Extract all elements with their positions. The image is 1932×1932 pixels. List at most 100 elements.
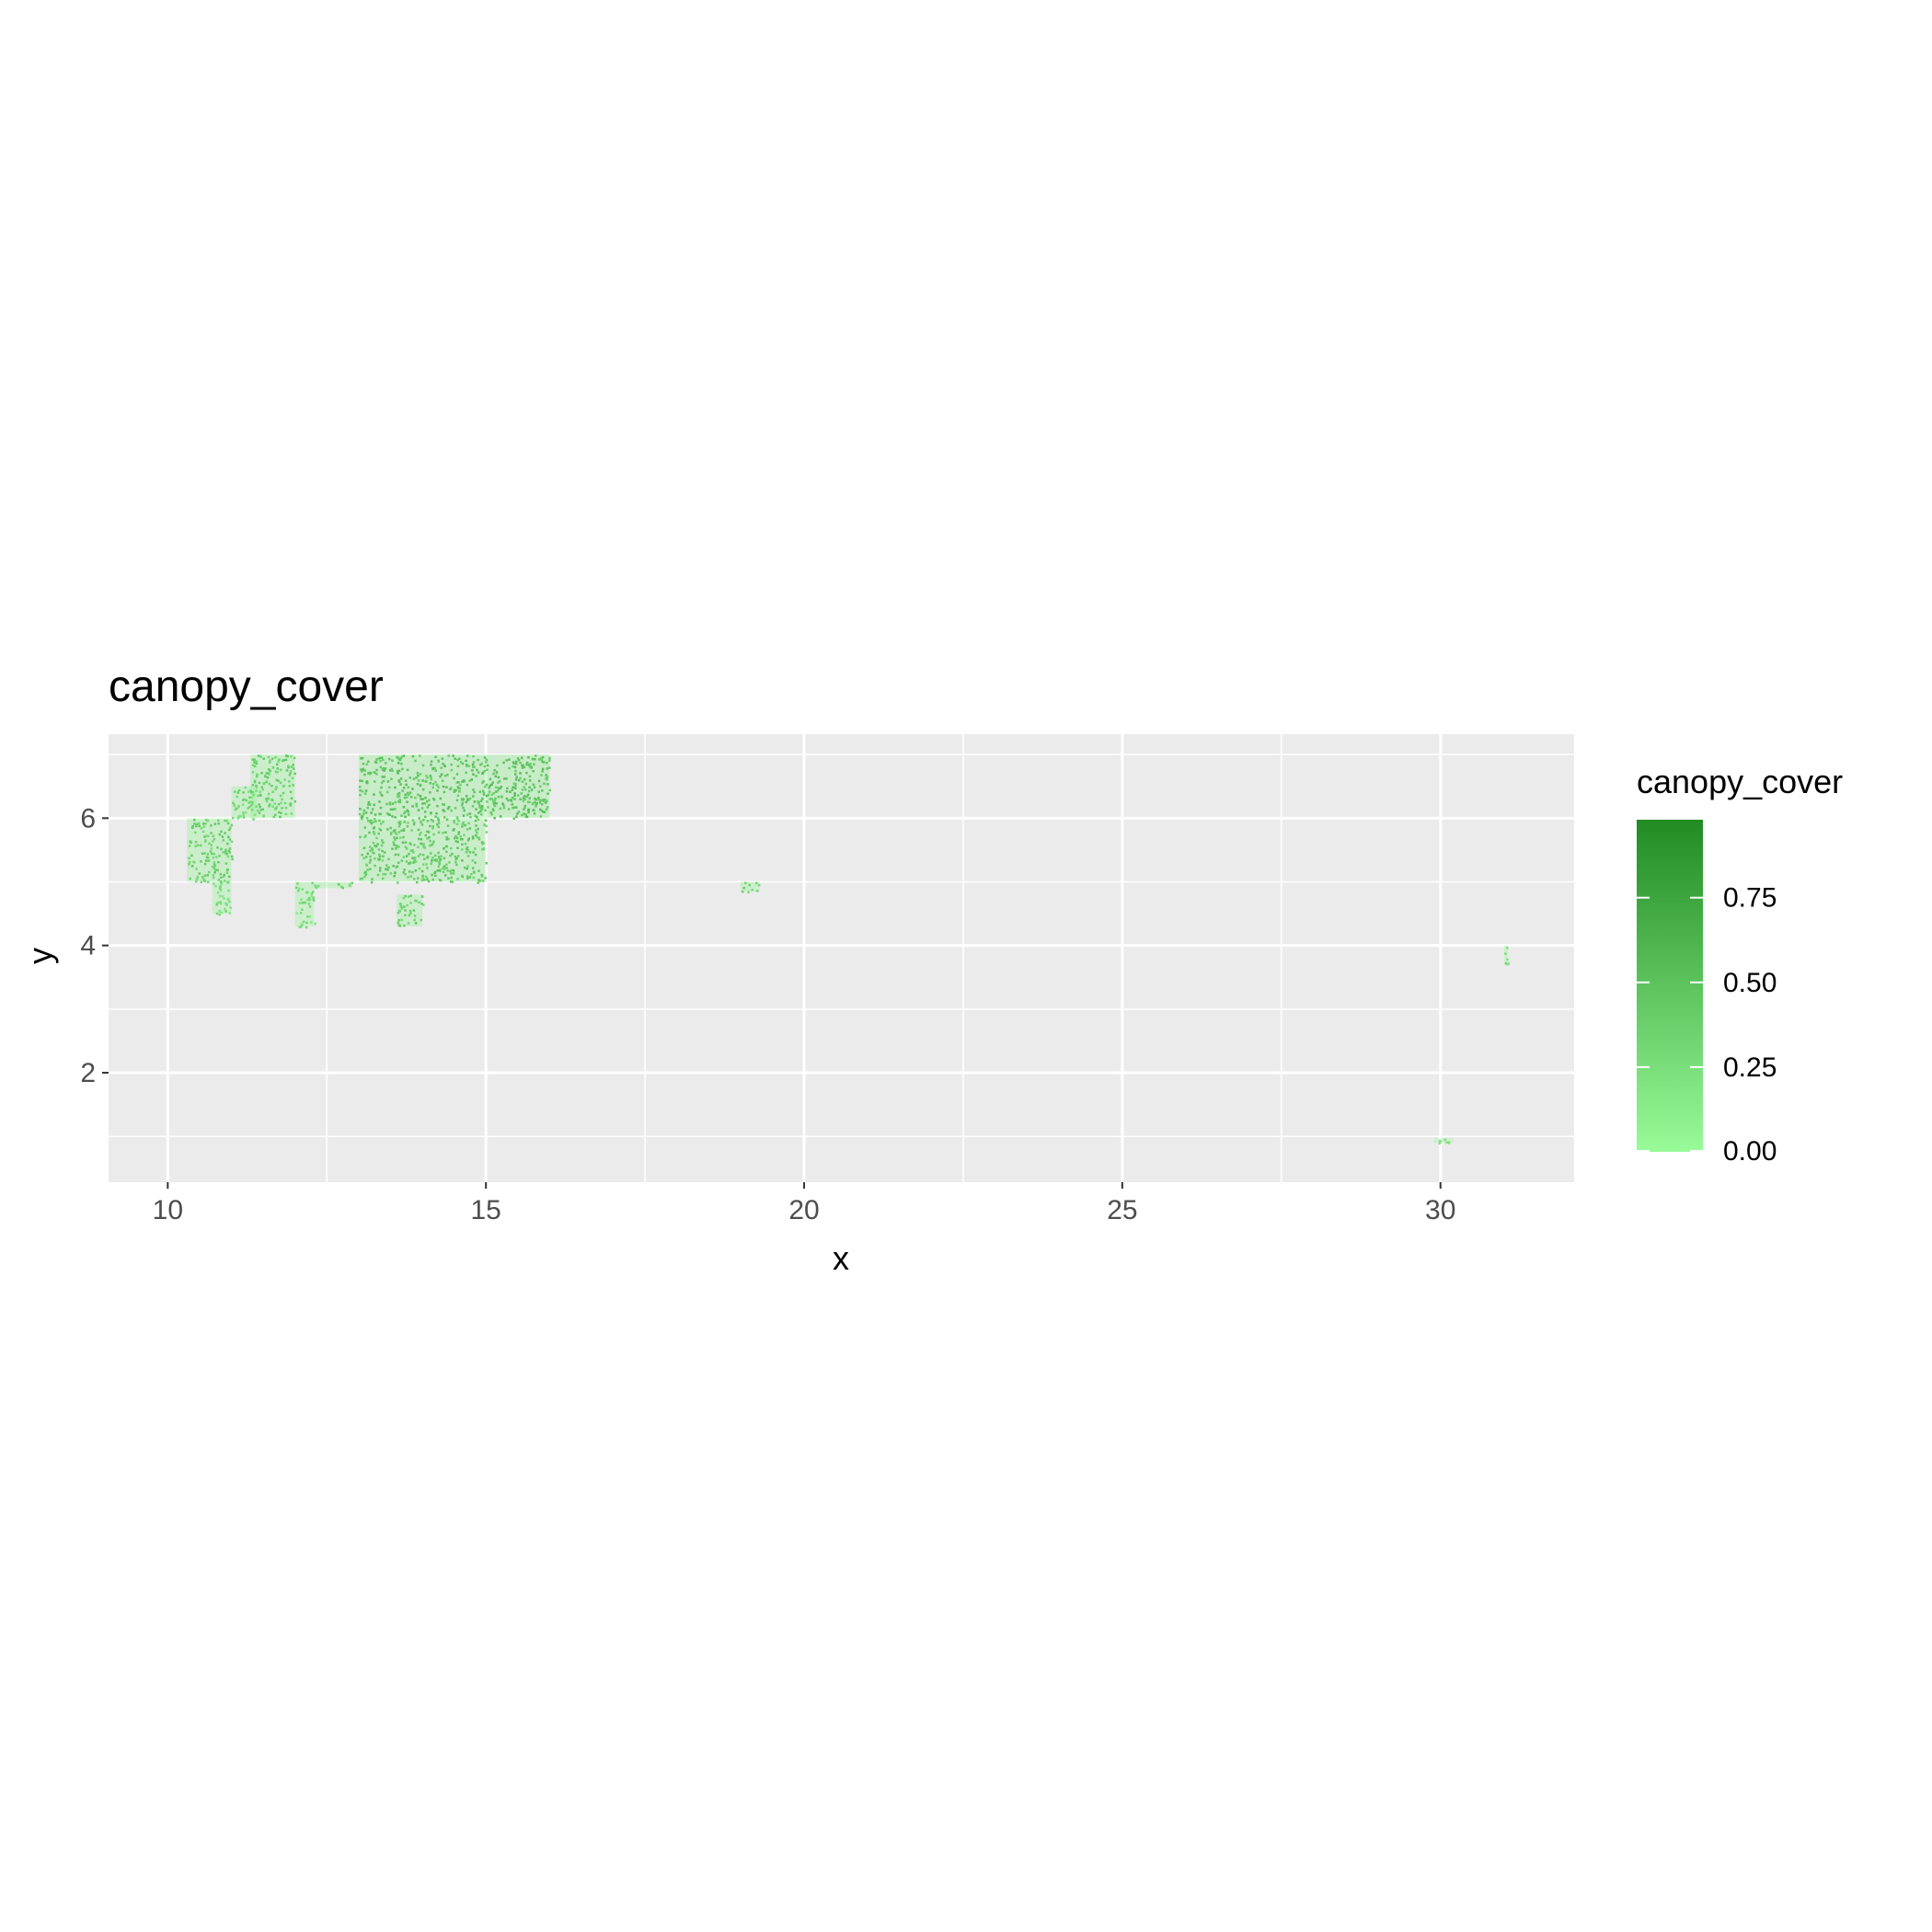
canopy-pixel [302, 920, 305, 924]
canopy-pixel [456, 765, 460, 768]
canopy-pixel [541, 760, 544, 764]
canopy-pixel [473, 765, 476, 768]
canopy-pixel [200, 844, 202, 847]
canopy-pixel [436, 804, 439, 808]
legend-label: 0.00 [1723, 1136, 1777, 1167]
canopy-pixel [475, 829, 477, 832]
canopy-pixel [417, 828, 420, 832]
canopy-pixel [369, 868, 372, 870]
canopy-pixel [418, 834, 421, 836]
canopy-pixel [402, 787, 406, 789]
canopy-pixel [405, 783, 408, 787]
canopy-pixel [512, 806, 516, 809]
canopy-pixel [257, 754, 260, 757]
canopy-pixel [424, 815, 427, 819]
canopy-pixel [215, 902, 219, 904]
x-tick-label: 20 [788, 1195, 819, 1225]
canopy-pixel [400, 763, 403, 765]
canopy-pixel [201, 830, 205, 834]
canopy-pixel [380, 781, 384, 785]
canopy-pixel [482, 792, 486, 795]
canopy-pixel [493, 804, 497, 808]
canopy-pixel [415, 900, 418, 903]
canopy-pixel [407, 922, 410, 925]
canopy-pixel [406, 847, 408, 850]
canopy-pixel [394, 838, 397, 841]
canopy-pixel [214, 868, 217, 871]
canopy-pixel [515, 776, 518, 778]
canopy-pixel [375, 768, 378, 772]
canopy-pixel [402, 828, 406, 831]
canopy-pixel [481, 771, 485, 775]
canopy-pixel [224, 902, 227, 905]
canopy-pixel [476, 831, 478, 834]
canopy-pixel [477, 879, 480, 881]
canopy-pixel [487, 806, 489, 809]
canopy-pixel [512, 761, 515, 764]
canopy-pixel [361, 854, 363, 857]
canopy-pixel [289, 771, 293, 775]
canopy-pixel [411, 819, 415, 822]
canopy-pixel [293, 756, 296, 760]
canopy-pixel [442, 832, 444, 834]
canopy-pixel [253, 761, 257, 765]
canopy-pixel [405, 796, 408, 799]
canopy-pixel [451, 880, 454, 883]
canopy-pixel [376, 843, 379, 845]
canopy-pixel [542, 761, 546, 764]
canopy-pixel [397, 762, 400, 765]
canopy-pixel [435, 812, 438, 815]
canopy-pixel [265, 780, 268, 784]
canopy-pixel [403, 868, 406, 871]
canopy-pixel [546, 767, 549, 770]
canopy-pixel [454, 834, 457, 838]
canopy-pixel [421, 877, 424, 880]
canopy-pixel [459, 761, 463, 764]
canopy-pixel [251, 800, 254, 804]
canopy-pixel [363, 792, 367, 795]
canopy-pixel [387, 857, 390, 861]
canopy-pixel [545, 774, 547, 776]
canopy-pixel [478, 790, 482, 793]
canopy-pixel [242, 791, 245, 794]
canopy-pixel [208, 859, 211, 862]
canopy-pixel [397, 793, 399, 796]
canopy-pixel [495, 802, 498, 805]
canopy-pixel [461, 802, 464, 805]
canopy-pixel [250, 796, 253, 799]
canopy-pixel [477, 771, 480, 774]
canopy-pixel [421, 802, 424, 805]
canopy-pixel [489, 811, 492, 814]
canopy-pixel [293, 767, 295, 770]
legend: canopy_cover 0.75 0.50 0.25 0.00 [1637, 763, 1843, 1167]
canopy-pixel [437, 759, 440, 763]
canopy-pixel [510, 799, 513, 802]
canopy-pixel [537, 796, 540, 799]
canopy-pixel [383, 769, 385, 772]
canopy-patch [294, 881, 353, 891]
canopy-pixel [472, 761, 476, 764]
canopy-pixel [411, 857, 414, 859]
canopy-pixel [369, 821, 373, 823]
canopy-pixel [228, 847, 232, 850]
canopy-pixel [220, 911, 224, 914]
canopy-pixel [412, 861, 415, 864]
canopy-pixel [213, 867, 216, 870]
canopy-pixel [438, 857, 441, 859]
canopy-pixel [439, 775, 442, 778]
canopy-pixel [268, 773, 270, 776]
canopy-pixel [400, 918, 404, 922]
canopy-pixel [396, 865, 399, 868]
canopy-pixel [434, 780, 437, 784]
canopy-pixel [545, 808, 548, 811]
canopy-pixel [429, 774, 431, 777]
canopy-pixel [521, 780, 524, 783]
canopy-pixel [413, 918, 416, 922]
canopy-pixel [499, 807, 502, 811]
canopy-pixel [521, 788, 524, 791]
canopy-pixel [523, 812, 525, 815]
chart-title: canopy_cover [109, 662, 384, 711]
canopy-pixel [444, 874, 447, 877]
canopy-pixel [437, 865, 440, 868]
canopy-cells [187, 754, 1510, 1145]
